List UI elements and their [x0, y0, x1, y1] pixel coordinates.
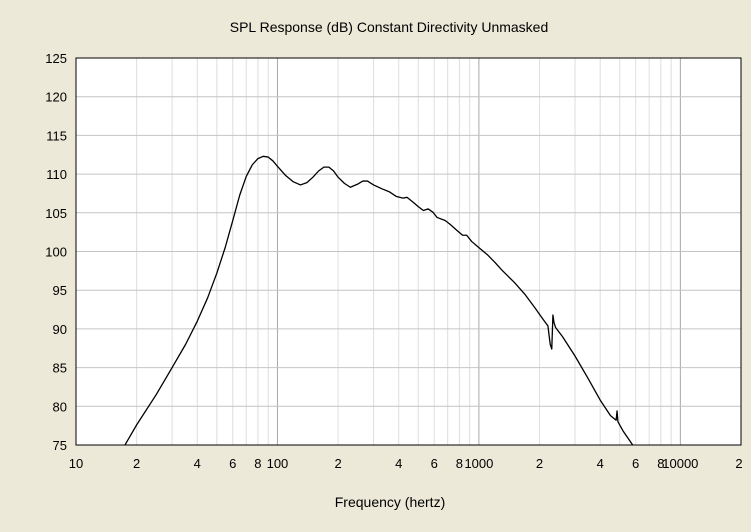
x-tick-label: 10000: [662, 456, 698, 471]
y-tick-label: 105: [45, 206, 67, 221]
series-layer: [124, 155, 634, 446]
y-tick-label: 115: [46, 128, 67, 143]
chart-title: SPL Response (dB) Constant Directivity U…: [230, 19, 549, 35]
x-tick-label: 8: [456, 456, 463, 471]
x-tick-label: 4: [194, 456, 201, 471]
x-tick-label: 6: [431, 456, 438, 471]
y-tick-labels: 125 120 115 110 105 100 95 90 85 80 75: [45, 51, 67, 453]
x-tick-label: 100: [267, 456, 289, 471]
y-tick-label: 120: [45, 90, 67, 105]
x-tick-label: 2: [133, 456, 140, 471]
x-tick-label: 2: [334, 456, 341, 471]
x-tick-label: 6: [632, 456, 639, 471]
x-tick-label: 2: [735, 456, 742, 471]
y-tick-label: 100: [45, 245, 67, 260]
y-tick-label: 90: [53, 322, 67, 337]
y-tick-label: 75: [53, 438, 67, 453]
plot-border: [75, 57, 742, 446]
x-tick-label: 4: [395, 456, 402, 471]
x-tick-label: 8: [254, 456, 261, 471]
series-line-0: [124, 155, 634, 446]
plot-frame: [75, 57, 742, 446]
x-tick-label: 4: [597, 456, 604, 471]
y-tick-label: 85: [53, 361, 67, 376]
y-tick-label: 95: [53, 283, 67, 298]
y-tick-label: 125: [45, 51, 67, 66]
y-tick-label: 110: [46, 167, 67, 182]
x-tick-label: 2: [536, 456, 543, 471]
x-tick-label: 10: [69, 456, 83, 471]
x-axis-label: Frequency (hertz): [335, 494, 445, 510]
y-tick-label: 80: [53, 399, 67, 414]
grid-lines: [75, 57, 742, 446]
x-tick-label: 1000: [464, 456, 493, 471]
x-tick-label: 6: [229, 456, 236, 471]
x-tick-label: 8: [657, 456, 664, 471]
